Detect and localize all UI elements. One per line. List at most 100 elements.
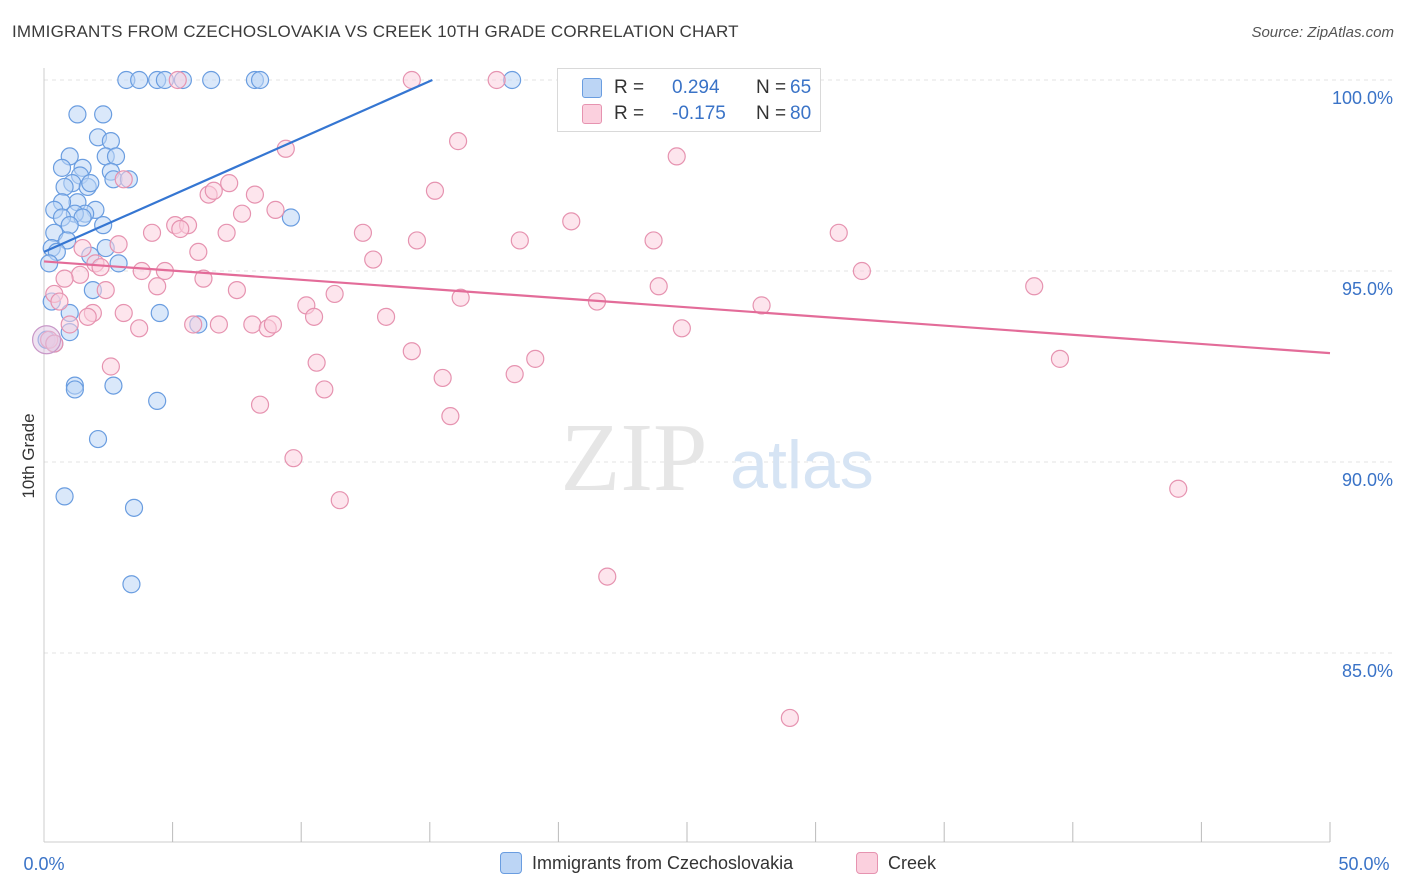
- point-creek: [220, 174, 239, 193]
- point-creek: [227, 281, 246, 300]
- point-czechoslovakia: [52, 158, 72, 177]
- point-czechoslovakia: [94, 105, 113, 124]
- point-creek: [376, 307, 396, 326]
- point-creek: [304, 307, 324, 326]
- y-axis-title: 10th Grade: [19, 413, 38, 498]
- point-czechoslovakia: [88, 429, 108, 449]
- point-creek: [209, 315, 228, 334]
- point-creek: [189, 242, 208, 261]
- point-creek: [73, 238, 92, 258]
- point-creek: [101, 357, 120, 376]
- point-creek: [644, 231, 663, 250]
- point-czechoslovakia: [101, 132, 120, 151]
- trend-lines: [43, 78, 1331, 355]
- point-creek: [441, 407, 460, 426]
- legend-item-czechoslovakia: Immigrants from Czechoslovakia: [500, 852, 793, 874]
- point-creek: [78, 307, 97, 326]
- legend-n-value: 80: [790, 103, 812, 124]
- point-creek: [114, 303, 133, 323]
- point-creek: [649, 277, 668, 296]
- point-creek: [142, 223, 162, 242]
- point-czechoslovakia: [250, 70, 270, 90]
- x-tick-label: 0.0%: [23, 854, 64, 874]
- point-creek: [667, 147, 686, 166]
- point-creek: [266, 200, 285, 219]
- point-czechoslovakia: [503, 70, 522, 90]
- point-creek: [562, 212, 581, 231]
- legend-swatch-blue: [500, 852, 522, 874]
- legend-label: Creek: [888, 852, 937, 873]
- point-czechoslovakia: [55, 177, 74, 197]
- legend-n-label: N =: [756, 103, 787, 124]
- point-czechoslovakia: [109, 254, 128, 273]
- point-creek: [91, 258, 110, 277]
- point-creek: [1025, 277, 1044, 296]
- data-points: [31, 70, 1188, 728]
- point-creek: [433, 368, 452, 388]
- point-creek: [402, 342, 421, 361]
- point-creek: [487, 70, 506, 90]
- point-creek: [852, 261, 871, 281]
- point-creek: [217, 223, 236, 242]
- point-creek: [284, 449, 303, 468]
- point-creek: [60, 315, 79, 334]
- point-creek: [829, 223, 848, 242]
- point-czechoslovakia: [130, 70, 149, 90]
- stats-legend: R = 0.294 N = 65 R = -0.175 N = 80: [557, 68, 821, 132]
- point-creek: [55, 269, 74, 288]
- point-creek: [448, 132, 468, 151]
- point-creek: [325, 284, 344, 304]
- watermark: ZIP atlas: [561, 404, 874, 512]
- trend-line-czechoslovakia: [43, 78, 433, 253]
- point-creek: [598, 567, 617, 586]
- legend-r-label: R =: [614, 103, 645, 124]
- legend-r-value: -0.175: [672, 103, 726, 124]
- chart-title: IMMIGRANTS FROM CZECHOSLOVAKIA VS CREEK …: [12, 22, 739, 41]
- point-creek: [245, 185, 265, 204]
- point-creek: [780, 708, 799, 728]
- point-creek: [425, 181, 445, 200]
- point-creek: [109, 235, 128, 254]
- point-creek: [171, 219, 190, 239]
- point-creek: [184, 315, 203, 334]
- watermark-atlas: atlas: [730, 427, 874, 503]
- point-creek: [1050, 349, 1070, 368]
- point-creek: [505, 365, 524, 384]
- trend-line-creek: [43, 260, 1331, 355]
- point-creek: [307, 353, 326, 372]
- point-czechoslovakia: [281, 208, 301, 227]
- point-czechoslovakia: [148, 391, 167, 410]
- legend-swatch-pink: [856, 852, 878, 874]
- y-tick-label: 90.0%: [1342, 470, 1393, 490]
- point-creek: [330, 491, 349, 510]
- point-creek: [526, 349, 545, 368]
- axes: [43, 68, 1331, 843]
- legend-r-label: R =: [614, 77, 645, 98]
- point-creek: [250, 395, 270, 414]
- point-creek: [364, 250, 383, 269]
- point-czechoslovakia: [150, 303, 169, 323]
- point-creek: [168, 70, 187, 90]
- legend-n-label: N =: [756, 77, 787, 98]
- point-creek: [148, 277, 167, 296]
- point-creek: [353, 223, 373, 242]
- point-creek: [263, 315, 283, 334]
- point-creek: [451, 288, 470, 307]
- point-creek: [130, 319, 149, 338]
- axis-labels: 100.0% 95.0% 90.0% 85.0% 0.0% 50.0% 10th Grade: [19, 88, 1393, 874]
- y-tick-label: 85.0%: [1342, 661, 1393, 681]
- y-tick-label: 100.0%: [1332, 88, 1393, 108]
- point-czechoslovakia: [60, 216, 79, 235]
- point-czechoslovakia: [81, 174, 100, 193]
- point-creek: [194, 269, 213, 288]
- point-creek: [204, 181, 223, 200]
- legend-n-value: 65: [790, 77, 812, 98]
- y-tick-label: 95.0%: [1342, 279, 1393, 299]
- point-czechoslovakia: [65, 380, 84, 399]
- point-cluster: [31, 325, 62, 355]
- legend-r-value: 0.294: [672, 77, 720, 98]
- source-label: Source: ZipAtlas.com: [1251, 24, 1394, 41]
- point-czechoslovakia: [122, 575, 141, 594]
- point-creek: [232, 204, 252, 223]
